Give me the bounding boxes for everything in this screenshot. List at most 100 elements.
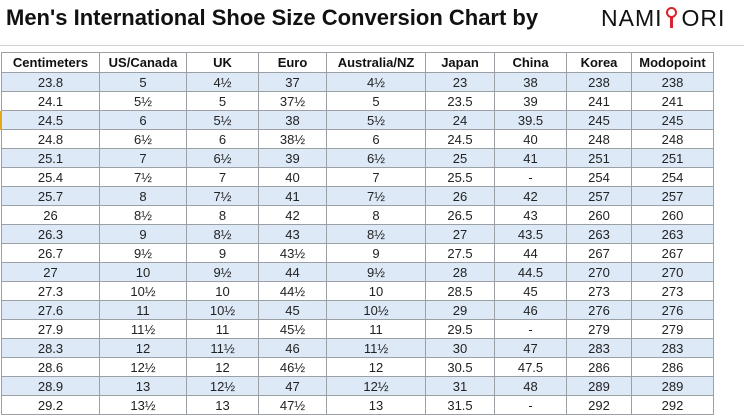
- table-row: 27 10 9½ 44 9½ 28 44.5 270 270: [1, 262, 714, 282]
- table-cell: 13: [99, 376, 187, 396]
- table-row: 26.3 9 8½ 43 8½ 27 43.5 263 263: [1, 224, 714, 244]
- table-cell: 238: [566, 72, 632, 92]
- table-cell: 28.9: [1, 376, 100, 396]
- table-cell: 25.5: [425, 167, 495, 187]
- table-cell: 39.5: [494, 110, 567, 130]
- table-cell: 245: [566, 110, 632, 130]
- table-row: 27.3 10½ 10 44½ 10 28.5 45 273 273: [1, 281, 714, 301]
- table-cell: 40: [258, 167, 327, 187]
- table-cell: 46: [494, 300, 567, 320]
- table-cell: 41: [258, 186, 327, 206]
- table-cell: 48: [494, 376, 567, 396]
- table-cell: 9: [99, 224, 187, 244]
- table-cell: 29.2: [1, 395, 100, 415]
- table-cell: 26: [425, 186, 495, 206]
- column-header: US/Canada: [99, 52, 187, 73]
- table-cell: 270: [566, 262, 632, 282]
- table-cell: 44: [258, 262, 327, 282]
- table-cell: 8½: [186, 224, 259, 244]
- table-cell: 283: [631, 338, 714, 358]
- table-row: 28.6 12½ 12 46½ 12 30.5 47.5 286 286: [1, 357, 714, 377]
- table-cell: 47½: [258, 395, 327, 415]
- table-cell: 28.3: [1, 338, 100, 358]
- table-cell: 27.9: [1, 319, 100, 339]
- table-cell: 7: [186, 167, 259, 187]
- table-cell: 24.1: [1, 91, 100, 111]
- table-cell: 11½: [99, 319, 187, 339]
- table-cell: 43½: [258, 243, 327, 263]
- column-header: Centimeters: [1, 52, 100, 73]
- table-cell: 10: [326, 281, 426, 301]
- table-cell: 28.5: [425, 281, 495, 301]
- table-cell: 44: [494, 243, 567, 263]
- table-cell: 7½: [326, 186, 426, 206]
- table-cell: 5: [186, 91, 259, 111]
- table-cell: 238: [631, 72, 714, 92]
- table-row: 24.5 6 5½ 38 5½ 24 39.5 245 245: [1, 110, 714, 130]
- column-header: Modopoint: [631, 52, 714, 73]
- table-cell: 40: [494, 129, 567, 149]
- table-cell: 13: [186, 395, 259, 415]
- table-cell: 10½: [326, 300, 426, 320]
- table-cell: 9: [186, 243, 259, 263]
- table-cell: 10½: [99, 281, 187, 301]
- table-body: 23.8 5 4½ 37 4½ 23 38 238 238 24.1 5½ 5 37½ 5 23.5 39 24…: [1, 72, 714, 415]
- table-cell: 8: [99, 186, 187, 206]
- table-cell: 5½: [99, 91, 187, 111]
- table-cell: 283: [566, 338, 632, 358]
- table-cell: 10: [186, 281, 259, 301]
- title-bar: Men's International Shoe Size Conversion…: [0, 0, 744, 44]
- table-cell: 13: [326, 395, 426, 415]
- table-cell: 9½: [186, 262, 259, 282]
- table-cell: 5½: [326, 110, 426, 130]
- table-cell: 260: [631, 205, 714, 225]
- table-cell: 43.5: [494, 224, 567, 244]
- table-cell: 6: [326, 129, 426, 149]
- column-header: Euro: [258, 52, 327, 73]
- table-cell: 273: [631, 281, 714, 301]
- table-cell: 30: [425, 338, 495, 358]
- brand-logo: NAMI ORI: [601, 5, 725, 32]
- table-cell: -: [494, 395, 567, 415]
- column-header: Australia/NZ: [326, 52, 426, 73]
- table-cell: 286: [631, 357, 714, 377]
- brand-text-start: NAMI: [601, 5, 663, 31]
- table-cell: 276: [566, 300, 632, 320]
- table-cell: 13½: [99, 395, 187, 415]
- table-row: 25.4 7½ 7 40 7 25.5-254 254: [1, 167, 714, 187]
- table-cell: 30.5: [425, 357, 495, 377]
- table-cell: 10: [99, 262, 187, 282]
- table-cell: 24.8: [1, 129, 100, 149]
- table-cell: 241: [631, 91, 714, 111]
- table-cell: 6½: [186, 148, 259, 168]
- table-cell: 7½: [186, 186, 259, 206]
- table-cell: 245: [631, 110, 714, 130]
- table-cell: 27.6: [1, 300, 100, 320]
- table-cell: 46: [258, 338, 327, 358]
- table-cell: 248: [631, 129, 714, 149]
- table-row: 25.1 7 6½ 39 6½ 25 41 251 251: [1, 148, 714, 168]
- table-cell: 29: [425, 300, 495, 320]
- table-cell: 26.5: [425, 205, 495, 225]
- table-cell: 12½: [326, 376, 426, 396]
- table-cell: 47: [494, 338, 567, 358]
- table-cell: 4½: [326, 72, 426, 92]
- table-cell: 31: [425, 376, 495, 396]
- table-cell: 45½: [258, 319, 327, 339]
- table-row: 28.9 13 12½ 47 12½ 31 48 289 289: [1, 376, 714, 396]
- table-cell: 25.4: [1, 167, 100, 187]
- table-row: 25.7 8 7½ 41 7½ 26 42 257 257: [1, 186, 714, 206]
- table-cell: 38: [494, 72, 567, 92]
- table-cell: 5: [326, 91, 426, 111]
- table-cell: 8: [186, 205, 259, 225]
- table-cell: 9: [326, 243, 426, 263]
- size-conversion-table: Centimeters US/Canada UK Euro Australia/NZ Ja…: [1, 52, 714, 415]
- table-cell: 12½: [186, 376, 259, 396]
- table-cell: 12: [99, 338, 187, 358]
- brand-text-end: ORI: [681, 5, 726, 31]
- header-divider: [0, 45, 744, 46]
- table-cell: 254: [631, 167, 714, 187]
- table-cell: 23.5: [425, 91, 495, 111]
- table-cell: 257: [631, 186, 714, 206]
- brand-mark-icon: [664, 7, 681, 28]
